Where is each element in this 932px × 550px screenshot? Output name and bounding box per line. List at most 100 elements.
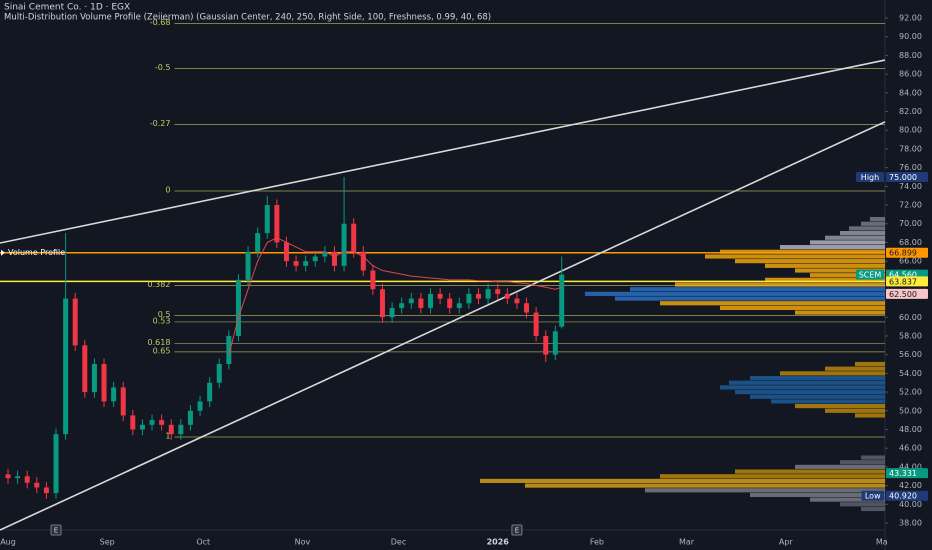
x-tick-label: Feb (590, 538, 604, 547)
candle-body (447, 298, 453, 308)
profile-bar (810, 273, 885, 278)
profile-bar (729, 380, 885, 385)
y-tick-label: 90.00 (899, 32, 922, 41)
candle-body (303, 261, 309, 266)
candle-body (120, 387, 126, 416)
candle-body (293, 261, 299, 266)
profile-bar (795, 464, 885, 469)
profile-arrow (1, 249, 5, 256)
y-tick-label: 86.00 (899, 70, 922, 79)
price-badge (886, 468, 928, 479)
fib-label: 0.53 (153, 316, 171, 325)
candle-body (235, 279, 241, 336)
price-badge-tag (861, 490, 884, 501)
y-tick-label: 54.00 (899, 369, 922, 378)
profile-bar (735, 259, 885, 264)
candle-body (543, 335, 549, 355)
candle-body (399, 303, 405, 308)
profile-bar (675, 282, 885, 287)
price-badge-text: 63.837 (889, 277, 917, 286)
x-tick-label: Ma (876, 538, 888, 547)
profile-bar (840, 231, 885, 236)
fib-label: 0 (165, 186, 170, 195)
price-badge-text: 43.331 (889, 469, 917, 478)
candle-body (418, 298, 424, 308)
y-tick-label: 44.00 (899, 462, 922, 471)
candle-body (197, 401, 203, 411)
candle-body (379, 289, 385, 318)
candle-body (351, 223, 357, 252)
candle-body (476, 293, 482, 299)
candle-body (130, 415, 136, 430)
y-tick-label: 42.00 (899, 481, 922, 490)
earnings-box (50, 524, 62, 536)
price-badge-tag-text: High (861, 173, 879, 182)
x-tick-label: Oct (196, 538, 210, 547)
profile-label: Volume Profile (8, 248, 65, 257)
y-tick-label: 84.00 (899, 88, 922, 97)
y-tick-label: 50.00 (899, 406, 922, 415)
y-tick-label: 66.00 (899, 257, 922, 266)
candle-body (5, 474, 11, 479)
candle-body (312, 256, 318, 262)
earnings-label: E (54, 527, 58, 535)
profile-bar (660, 474, 885, 479)
candle-body (111, 387, 117, 402)
y-tick-label: 80.00 (899, 126, 922, 135)
profile-bar (750, 394, 885, 399)
price-badge (886, 247, 928, 258)
candle-body (53, 434, 59, 494)
trend-line (0, 121, 886, 531)
candle-body (264, 205, 270, 234)
candle-body (408, 298, 414, 304)
y-tick-label: 40.00 (899, 500, 922, 509)
profile-bar (765, 263, 885, 268)
candle-body (178, 424, 184, 435)
x-tick-label: Apr (779, 538, 794, 547)
candle-body (72, 298, 78, 346)
y-tick-label: 52.00 (899, 388, 922, 397)
y-tick-label: 38.00 (899, 519, 922, 528)
y-tick-label: 76.00 (899, 163, 922, 172)
profile-bar (660, 301, 885, 306)
y-tick-label: 46.00 (899, 444, 922, 453)
profile-bar (780, 371, 885, 376)
profile-bar (855, 361, 885, 367)
price-badge-tag-text: SCEM (859, 271, 882, 280)
candle-body (82, 345, 88, 393)
profile-bar (870, 216, 885, 222)
candle-body (149, 420, 155, 425)
x-tick-label: Dec (391, 538, 406, 547)
candle-body (341, 223, 347, 266)
candle-body (187, 410, 193, 425)
candle-body (485, 289, 491, 299)
candle-body (533, 312, 539, 336)
y-tick-label: 74.00 (899, 182, 922, 191)
candle-body (15, 476, 21, 479)
price-badge (886, 171, 928, 182)
price-badge-text: 40.920 (889, 492, 917, 501)
fib-label: -0.27 (150, 119, 171, 128)
profile-bar (810, 497, 885, 502)
profile-bar (771, 399, 885, 404)
profile-bar (525, 483, 885, 488)
candle-body (427, 293, 433, 308)
profile-bar (861, 455, 885, 460)
profile-bar (630, 287, 885, 292)
candle-body (24, 476, 30, 483)
profile-bar (840, 460, 885, 465)
profile-bar (645, 488, 885, 493)
candle-body (63, 298, 69, 435)
candle-body (207, 382, 213, 402)
candle-body (43, 487, 49, 494)
y-tick-label: 82.00 (899, 107, 922, 116)
profile-bar (795, 268, 885, 273)
indicator-title: Multi-Distribution Volume Profile (Zeiie… (4, 13, 491, 23)
profile-bar (720, 249, 885, 254)
profile-bar (765, 277, 885, 282)
candle-body (456, 303, 462, 308)
fib-label: 0.5 (158, 310, 171, 319)
price-badge (886, 276, 928, 287)
profile-bar (720, 305, 885, 310)
